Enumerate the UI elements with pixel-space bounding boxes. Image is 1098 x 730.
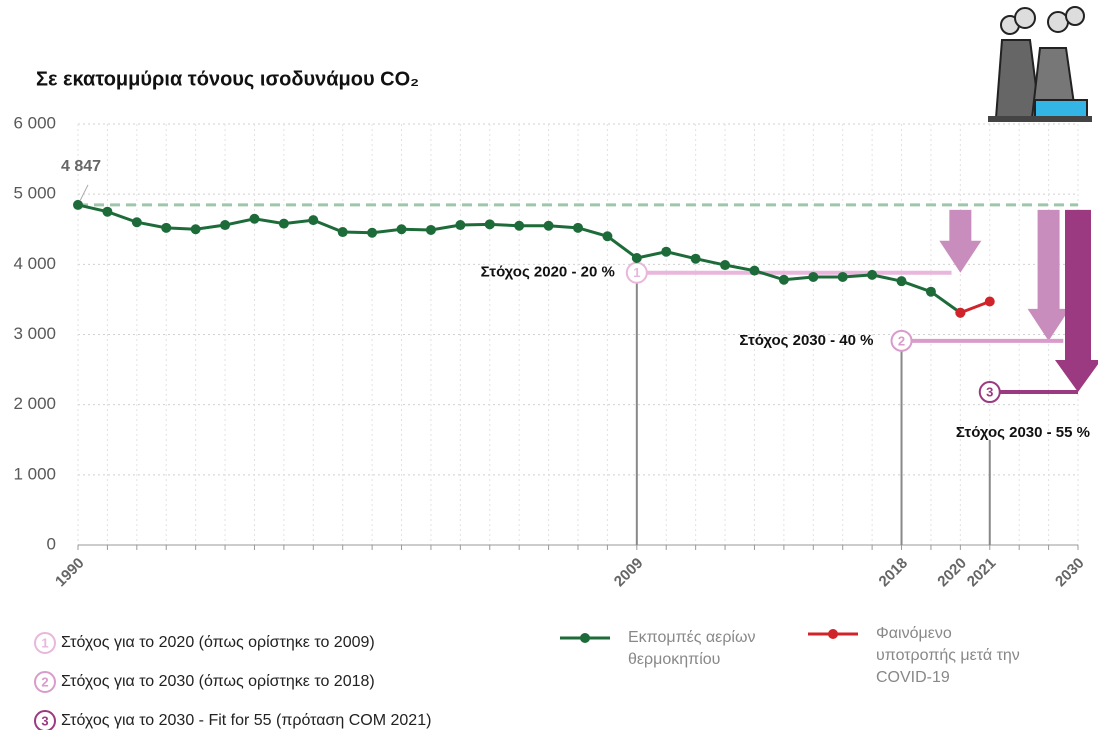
factory-icon	[988, 7, 1092, 122]
data-point	[191, 224, 201, 234]
y-tick-label: 1 000	[13, 464, 56, 483]
y-tick-label: 2 000	[13, 394, 56, 413]
data-point	[397, 224, 407, 234]
note-marker-label: 2	[41, 674, 48, 689]
data-point	[779, 275, 789, 285]
note-text: Στόχος για το 2030 - Fit for 55 (πρόταση…	[61, 712, 431, 729]
data-point	[73, 200, 83, 210]
target-arrow	[1055, 210, 1098, 392]
data-point	[838, 272, 848, 282]
data-point	[367, 228, 377, 238]
data-point	[132, 217, 142, 227]
x-tick-label: 2020	[934, 555, 970, 591]
y-tick-label: 6 000	[13, 113, 56, 132]
target-marker-label: 3	[986, 384, 993, 399]
data-point	[602, 231, 612, 241]
data-point	[749, 266, 759, 276]
y-tick-label: 3 000	[13, 324, 56, 343]
data-point	[544, 221, 554, 231]
target-marker-label: 1	[633, 265, 640, 280]
x-tick-label: 2021	[964, 555, 1000, 591]
leader-line	[80, 185, 88, 201]
note-text: Στόχος για το 2030 (όπως ορίστηκε το 201…	[61, 673, 375, 690]
data-point	[514, 221, 524, 231]
data-point	[426, 225, 436, 235]
data-point	[691, 254, 701, 264]
data-point	[661, 247, 671, 257]
y-tick-label: 5 000	[13, 184, 56, 203]
target-marker-label: 2	[898, 333, 905, 348]
y-tick-label: 0	[47, 534, 56, 553]
x-tick-label: 2009	[611, 555, 647, 591]
note-marker-label: 1	[41, 635, 48, 650]
chart: Σε εκατομμύρια τόνους ισοδυνάμου CO₂ 0 1 …	[0, 0, 1098, 730]
data-label: 4 847	[61, 158, 101, 175]
data-point	[808, 272, 818, 282]
target-arrow	[1028, 210, 1070, 341]
target-label: Στόχος 2030 - 55 %	[956, 424, 1090, 441]
data-point	[308, 215, 318, 225]
data-point	[573, 223, 583, 233]
note-marker-label: 3	[41, 713, 48, 728]
data-point	[955, 308, 965, 318]
target-arrow	[939, 210, 981, 273]
data-point	[867, 270, 877, 280]
legend-marker	[580, 633, 590, 643]
chart-title: Σε εκατομμύρια τόνους ισοδυνάμου CO₂	[36, 68, 419, 90]
data-point	[926, 287, 936, 297]
target-label: Στόχος 2030 - 40 %	[739, 332, 873, 349]
data-point	[249, 214, 259, 224]
x-tick-label: 1990	[52, 555, 88, 591]
note-text: Στόχος για το 2020 (όπως ορίστηκε το 200…	[61, 634, 375, 651]
data-point	[985, 297, 995, 307]
data-point	[455, 220, 465, 230]
target-label: Στόχος 2020 - 20 %	[481, 264, 615, 281]
x-tick-label: 2018	[876, 555, 912, 591]
data-point	[632, 253, 642, 263]
y-tick-label: 4 000	[13, 254, 56, 273]
data-point	[161, 223, 171, 233]
data-point	[338, 227, 348, 237]
data-point	[279, 219, 289, 229]
data-point	[220, 220, 230, 230]
data-point	[897, 276, 907, 286]
legend-marker	[828, 629, 838, 639]
x-tick-label: 2030	[1052, 555, 1088, 591]
data-point	[720, 260, 730, 270]
data-point	[102, 207, 112, 217]
data-point	[485, 219, 495, 229]
